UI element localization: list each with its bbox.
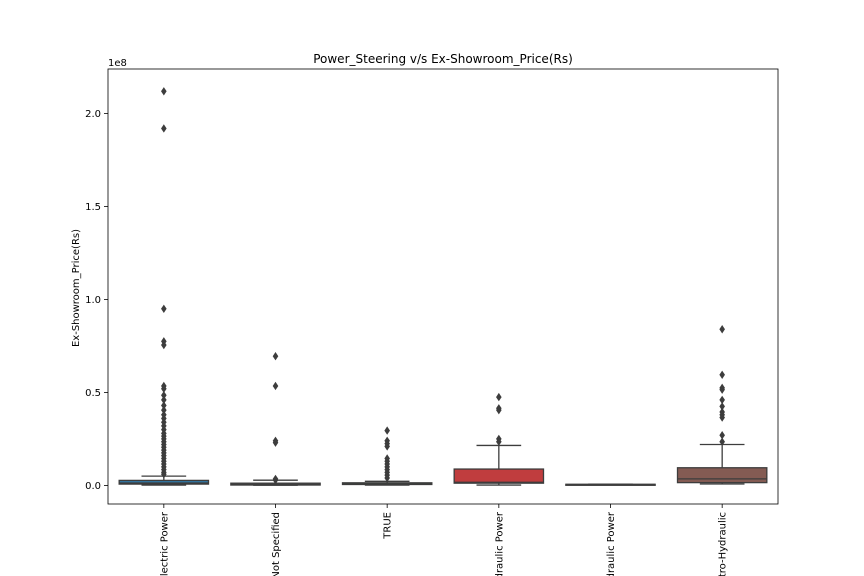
plot-area xyxy=(118,87,768,486)
box-group xyxy=(565,483,656,486)
y-tick-label: 2.0 xyxy=(85,109,101,120)
outlier-point xyxy=(161,405,167,415)
box-iqr xyxy=(453,468,545,484)
y-tick-label: 1.5 xyxy=(85,202,101,213)
box-group xyxy=(676,325,768,485)
outlier-point xyxy=(719,437,725,446)
outlier-point xyxy=(384,473,390,483)
outlier-point xyxy=(719,413,725,422)
outlier-point xyxy=(719,402,725,411)
x-tick-label: TRUE xyxy=(383,512,394,540)
outlier-point xyxy=(161,395,167,405)
x-tick-label: Hydraulic Power xyxy=(494,511,505,576)
outlier-point xyxy=(496,392,502,402)
outlier-point xyxy=(161,304,167,314)
outlier-point xyxy=(496,405,502,415)
outlier-point xyxy=(161,340,167,350)
outlier-point xyxy=(161,384,167,393)
outlier-point xyxy=(384,442,390,451)
outlier-point xyxy=(496,437,502,446)
plot-frame xyxy=(107,68,779,505)
box-group xyxy=(453,392,545,486)
outlier-point xyxy=(272,352,279,361)
outlier-point xyxy=(719,325,725,334)
box-group xyxy=(341,426,433,486)
x-tick-label: Hydraulic Power xyxy=(606,511,617,576)
outlier-point xyxy=(719,395,725,405)
box-iqr xyxy=(118,479,210,485)
box-iqr xyxy=(676,467,768,484)
y-tick-label: 0.5 xyxy=(85,388,101,399)
outlier-point xyxy=(161,401,167,410)
outlier-point xyxy=(719,370,725,380)
outlier-point xyxy=(272,381,279,391)
x-tick-label: Electric Power xyxy=(159,511,170,576)
y-axis-label: Ex-Showroom_Price(Rs) xyxy=(71,229,82,347)
y-axis-scale-label: 1e8 xyxy=(108,58,127,69)
outlier-point xyxy=(272,475,279,485)
x-tick-label: Not Specified xyxy=(271,512,282,576)
outlier-point xyxy=(272,438,279,447)
box-group xyxy=(118,87,210,486)
chart-title: Power_Steering v/s Ex-Showroom_Price(Rs) xyxy=(313,52,573,66)
outlier-point xyxy=(161,391,167,400)
y-tick-label: 0.0 xyxy=(85,481,101,492)
outlier-point xyxy=(719,431,725,440)
box-group xyxy=(230,352,321,486)
y-tick-label: 1.0 xyxy=(85,295,101,306)
outlier-point xyxy=(161,87,167,96)
outlier-point xyxy=(161,124,167,133)
x-tick-label: Electro-Hydraulic xyxy=(718,512,729,576)
outlier-point xyxy=(161,470,167,479)
outlier-point xyxy=(384,426,390,435)
outlier-point xyxy=(719,385,725,394)
